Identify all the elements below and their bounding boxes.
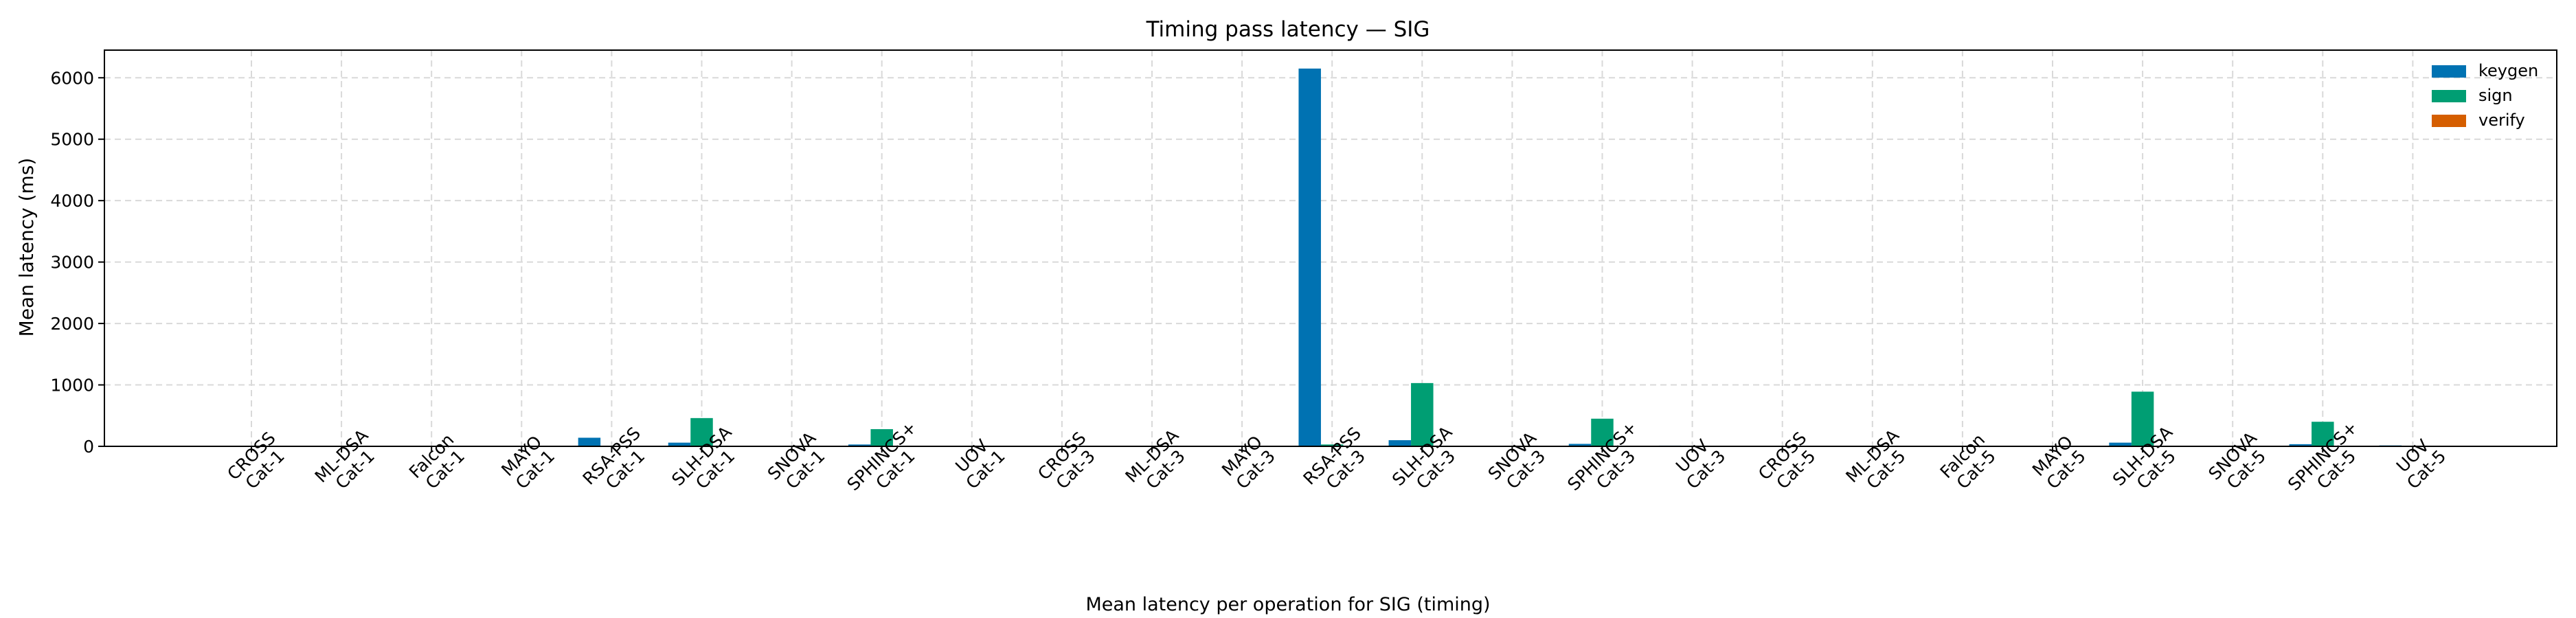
bar-sign-13 [1411,382,1434,446]
y-axis-label: Mean latency (ms) [15,158,38,337]
legend-swatch-keygen [2432,65,2466,78]
x-tick-label: RSA-PSSCat-1 [579,423,658,502]
x-tick-label: SNOVACat-1 [764,428,833,497]
plot-frame [104,49,2557,447]
legend-label-verify: verify [2478,111,2525,130]
y-tick-label: 3000 [50,253,94,273]
x-tick-label: ML-DSACat-1 [311,426,386,501]
x-tick-label: FalconCat-1 [405,430,471,496]
x-tick-label: SLH-DSACat-1 [668,422,749,503]
x-tick-label: MAYOCat-3 [1218,432,1280,494]
bar-sign-15 [1591,418,1614,446]
bar-keygen-12 [1298,68,1321,446]
bar-keygen-7 [848,444,871,446]
x-tick-label: CROSSCat-1 [223,428,293,497]
y-tick-label: 2000 [50,314,94,334]
x-tick-label: SNOVACat-5 [2204,428,2274,497]
bar-sign-23 [2312,422,2334,446]
x-tick-label: UOVCat-1 [949,433,1009,493]
x-tick-label: FalconCat-5 [1936,430,2002,496]
x-tick-label: MAYOCat-5 [2029,432,2090,494]
bar-sign-7 [870,428,893,446]
grid-lines [104,50,2557,447]
bar-keygen-4 [578,437,601,446]
y-tick-label: 1000 [50,376,94,396]
legend-swatch-verify [2432,115,2466,127]
chart-title: Timing pass latency — SIG [1146,17,1430,42]
legend: keygen sign verify [2432,61,2538,130]
x-tick-label: UOVCat-3 [1669,433,1729,493]
y-tick-label: 4000 [50,191,94,211]
bar-keygen-23 [2289,444,2312,446]
bar-sign-5 [690,417,713,446]
legend-swatch-sign [2432,90,2466,102]
legend-label-keygen: keygen [2478,61,2538,80]
bar-keygen-21 [2109,442,2132,446]
y-tick-label: 6000 [50,68,94,88]
x-tick-label: CROSSCat-3 [1034,428,1103,497]
legend-label-sign: sign [2478,86,2513,105]
bar-sign-21 [2131,391,2154,446]
x-axis-label: Mean latency per operation for SIG (timi… [1085,594,1490,615]
x-tick-label: MAYOCat-1 [497,432,559,494]
x-tick-label: SLH-DSACat-5 [2109,422,2190,503]
x-tick-label: ML-DSACat-3 [1122,426,1197,501]
bar-keygen-5 [668,442,691,446]
bar-keygen-13 [1388,440,1412,446]
x-tick-label: UOVCat-5 [2389,433,2450,493]
bar-keygen-15 [1568,444,1592,446]
x-tick-label: CROSSCat-5 [1754,428,1824,497]
x-tick-label: SLH-DSACat-3 [1388,422,1469,503]
bars [240,68,2402,446]
x-tick-label: ML-DSACat-5 [1842,426,1917,501]
x-tick-label: SNOVACat-3 [1484,428,1554,497]
y-tick-label: 0 [83,437,94,457]
y-tick-label: 5000 [50,130,94,150]
bar-sign-12 [1320,444,1344,446]
